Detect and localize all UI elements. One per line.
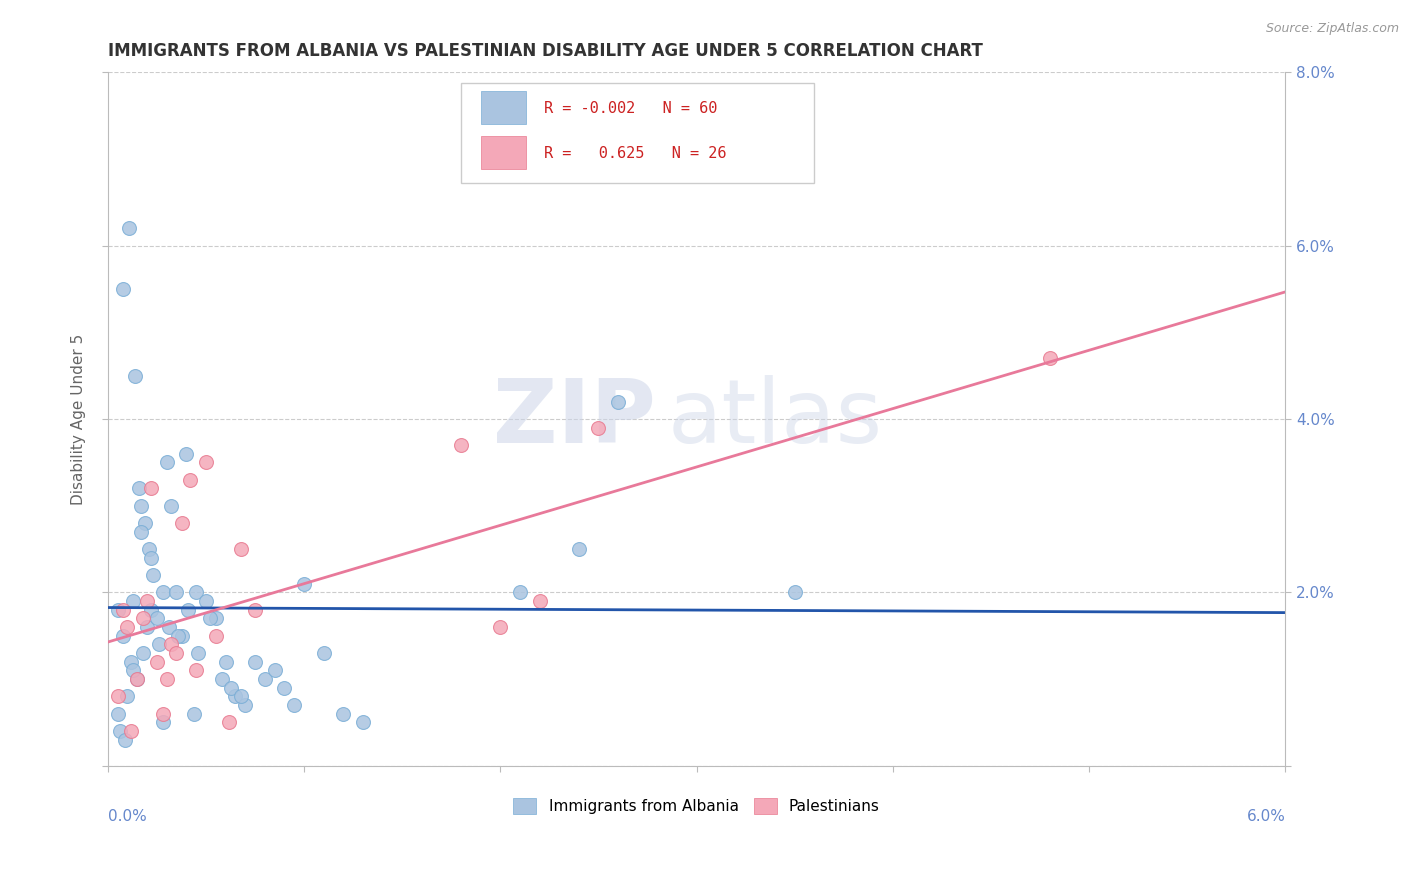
Point bbox=[352, 715, 374, 730]
Point bbox=[118, 221, 141, 235]
Point bbox=[184, 663, 207, 677]
Point bbox=[129, 524, 152, 539]
Point bbox=[112, 282, 135, 296]
Point bbox=[198, 611, 221, 625]
Point bbox=[156, 455, 179, 469]
Point bbox=[112, 629, 135, 643]
Point bbox=[211, 672, 233, 686]
Point bbox=[157, 620, 180, 634]
Point bbox=[114, 732, 136, 747]
Point bbox=[204, 629, 226, 643]
Point bbox=[607, 394, 630, 409]
Point bbox=[172, 516, 194, 530]
Point bbox=[107, 706, 129, 721]
Point bbox=[783, 585, 806, 599]
Point bbox=[273, 681, 295, 695]
Text: 0.0%: 0.0% bbox=[108, 809, 146, 824]
Point bbox=[312, 646, 335, 660]
Point bbox=[120, 723, 142, 738]
Point bbox=[253, 672, 276, 686]
Point bbox=[152, 585, 174, 599]
Point bbox=[146, 655, 169, 669]
Point bbox=[159, 499, 181, 513]
Point bbox=[117, 620, 139, 634]
Point bbox=[166, 585, 188, 599]
Point bbox=[156, 672, 179, 686]
Point bbox=[138, 541, 160, 556]
Point bbox=[127, 672, 149, 686]
Point bbox=[214, 655, 236, 669]
Text: IMMIGRANTS FROM ALBANIA VS PALESTINIAN DISABILITY AGE UNDER 5 CORRELATION CHART: IMMIGRANTS FROM ALBANIA VS PALESTINIAN D… bbox=[108, 42, 983, 60]
Point bbox=[332, 706, 354, 721]
Point bbox=[128, 481, 150, 495]
Point bbox=[122, 594, 145, 608]
Point bbox=[152, 706, 174, 721]
Point bbox=[489, 620, 512, 634]
Point bbox=[108, 723, 131, 738]
FancyBboxPatch shape bbox=[461, 83, 814, 184]
Text: 6.0%: 6.0% bbox=[1247, 809, 1285, 824]
Point bbox=[136, 620, 159, 634]
Point bbox=[183, 706, 205, 721]
Text: Source: ZipAtlas.com: Source: ZipAtlas.com bbox=[1265, 22, 1399, 36]
Point bbox=[142, 568, 165, 582]
Point bbox=[263, 663, 285, 677]
Point bbox=[159, 637, 181, 651]
Point bbox=[146, 611, 169, 625]
Point bbox=[194, 455, 217, 469]
Bar bbox=[481, 91, 526, 124]
Point bbox=[107, 602, 129, 616]
Point bbox=[134, 516, 156, 530]
Y-axis label: Disability Age Under 5: Disability Age Under 5 bbox=[72, 334, 86, 505]
Text: R =   0.625   N = 26: R = 0.625 N = 26 bbox=[544, 146, 725, 161]
Point bbox=[179, 473, 201, 487]
Point bbox=[204, 611, 226, 625]
Point bbox=[124, 368, 146, 383]
Point bbox=[166, 646, 188, 660]
Point bbox=[231, 690, 253, 704]
Point bbox=[139, 481, 162, 495]
Point bbox=[139, 602, 162, 616]
Point bbox=[221, 681, 243, 695]
Point bbox=[112, 602, 135, 616]
Text: atlas: atlas bbox=[668, 376, 883, 462]
Point bbox=[148, 637, 170, 651]
Point bbox=[588, 420, 610, 434]
Point bbox=[129, 499, 152, 513]
Point bbox=[568, 541, 591, 556]
Point bbox=[127, 672, 149, 686]
Point bbox=[174, 447, 197, 461]
Point bbox=[107, 690, 129, 704]
Point bbox=[117, 690, 139, 704]
Point bbox=[509, 585, 531, 599]
Point bbox=[120, 655, 142, 669]
Point bbox=[233, 698, 256, 712]
Point bbox=[243, 655, 266, 669]
Point bbox=[231, 541, 253, 556]
Point bbox=[283, 698, 305, 712]
Point bbox=[184, 585, 207, 599]
Point bbox=[139, 550, 162, 565]
Point bbox=[187, 646, 209, 660]
Point bbox=[194, 594, 217, 608]
Point bbox=[224, 690, 246, 704]
Point bbox=[132, 646, 155, 660]
Point bbox=[136, 594, 159, 608]
Point bbox=[529, 594, 551, 608]
Point bbox=[450, 438, 472, 452]
Text: ZIP: ZIP bbox=[492, 376, 655, 462]
Point bbox=[1039, 351, 1062, 366]
Point bbox=[167, 629, 190, 643]
Point bbox=[243, 602, 266, 616]
Bar bbox=[481, 136, 526, 169]
Legend: Immigrants from Albania, Palestinians: Immigrants from Albania, Palestinians bbox=[508, 792, 886, 821]
Point bbox=[292, 576, 315, 591]
Point bbox=[152, 715, 174, 730]
Point bbox=[132, 611, 155, 625]
Text: R = -0.002   N = 60: R = -0.002 N = 60 bbox=[544, 101, 717, 116]
Point bbox=[177, 602, 200, 616]
Point bbox=[218, 715, 240, 730]
Point bbox=[122, 663, 145, 677]
Point bbox=[172, 629, 194, 643]
